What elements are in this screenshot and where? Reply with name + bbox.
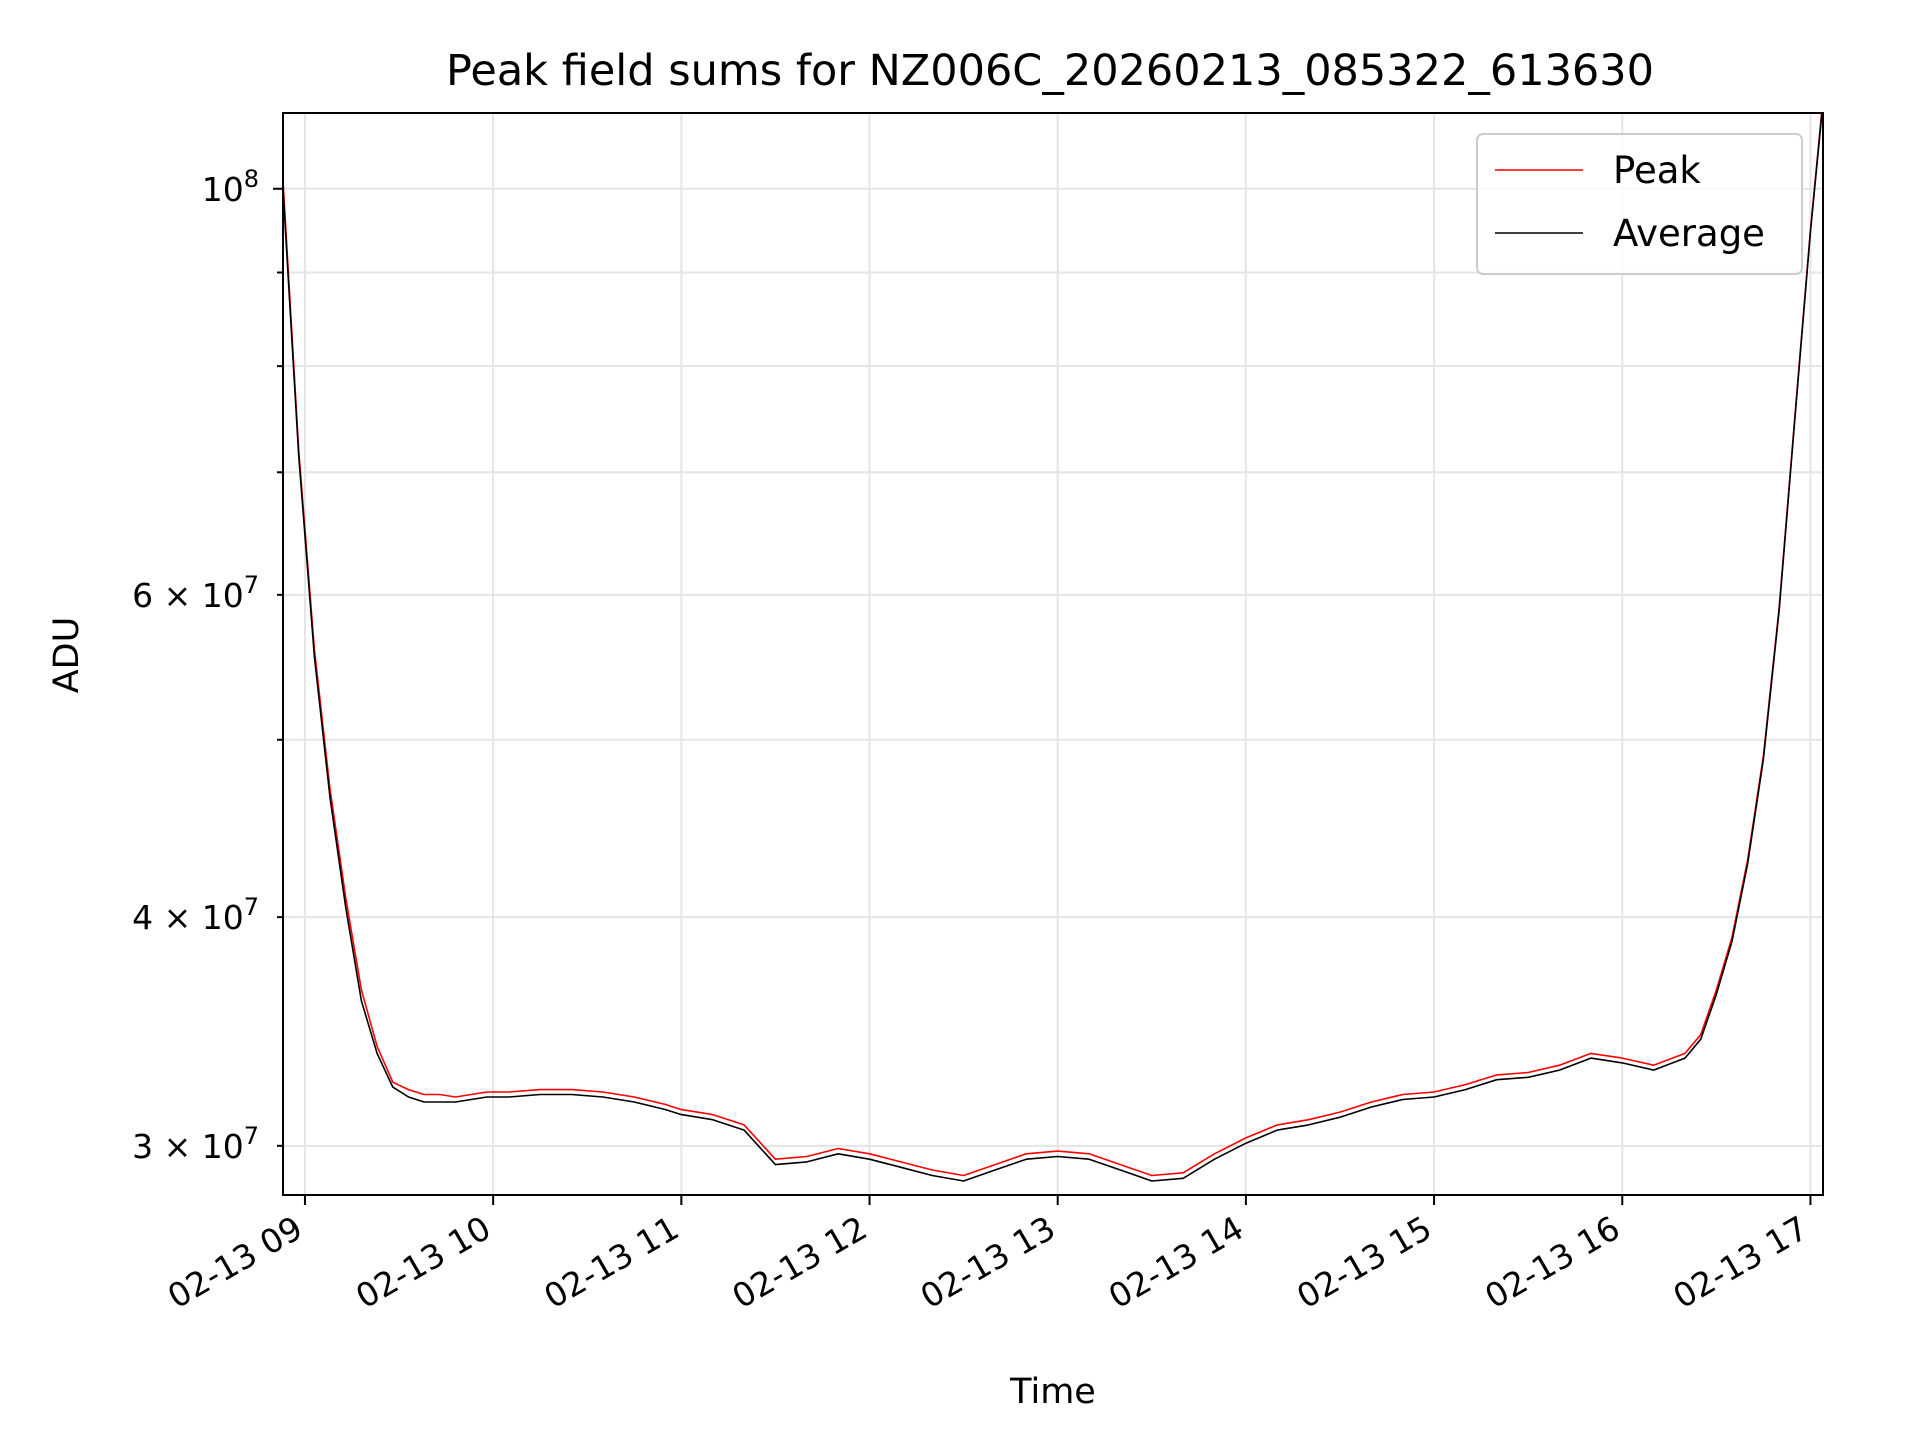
series-layer	[283, 113, 1823, 1182]
tick-label-exponent: 7	[244, 893, 259, 921]
tick-label-mantissa: 4 × 10	[132, 898, 244, 937]
legend-frame	[1476, 133, 1803, 275]
tick-label-mantissa: 3 × 10	[132, 1127, 244, 1166]
chart-title: Peak field sums for NZ006C_20260213_0853…	[446, 46, 1654, 96]
y-minor-tick-label: 4 × 107	[132, 893, 259, 937]
y-major-tick-label: 108	[202, 165, 259, 209]
tick-label-mantissa: 10	[202, 170, 244, 209]
tick-label-mantissa: 6 × 10	[132, 576, 244, 615]
legend-label-peak: Peak	[1613, 149, 1701, 192]
y-minor-tick-label: 6 × 107	[132, 571, 259, 615]
tick-label-exponent: 8	[244, 165, 259, 193]
plot-background	[283, 113, 1823, 1195]
series-line-peak	[283, 113, 1823, 1177]
legend: Peak Average	[1476, 133, 1803, 275]
tick-label-exponent: 7	[244, 571, 259, 599]
y-minor-tick-label: 3 × 107	[132, 1122, 259, 1166]
tick-label-exponent: 7	[244, 1122, 259, 1150]
legend-label-average: Average	[1613, 212, 1765, 255]
y-axis-label: ADU	[47, 617, 87, 694]
series-line-average	[283, 113, 1823, 1182]
x-axis-label: Time	[1009, 1372, 1096, 1412]
plot-frame	[282, 112, 1824, 1196]
